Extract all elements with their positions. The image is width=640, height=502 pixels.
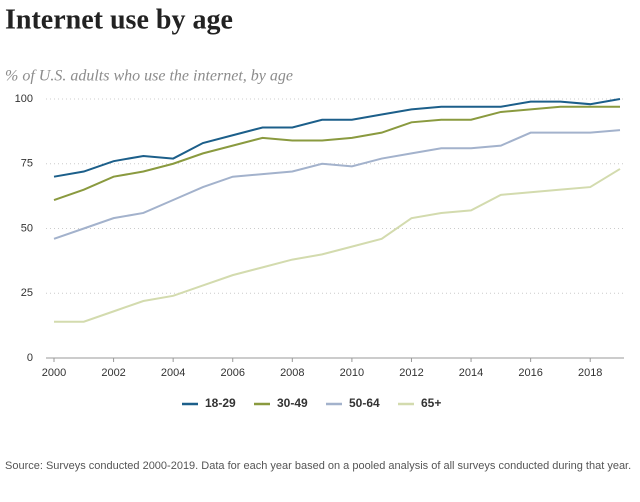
y-tick-label: 100 — [15, 93, 33, 105]
legend-label: 30-49 — [277, 396, 308, 410]
x-tick-label: 2016 — [518, 367, 542, 379]
y-tick-label: 0 — [27, 352, 33, 364]
series-line — [53, 129, 621, 240]
source-note: Source: Surveys conducted 2000-2019. Dat… — [5, 460, 632, 472]
legend-label: 18-29 — [205, 396, 236, 410]
chart: Internet use by age % of U.S. adults who… — [5, 4, 624, 410]
x-tick-label: 2008 — [280, 367, 304, 379]
y-tick-label: 50 — [21, 222, 33, 234]
x-tick-label: 2002 — [101, 367, 125, 379]
legend-label: 65+ — [421, 396, 441, 410]
x-tick-label: 2004 — [161, 367, 185, 379]
series-line — [53, 105, 620, 201]
series-line — [54, 168, 621, 323]
chart-subtitle: % of U.S. adults who use the internet, b… — [5, 68, 293, 85]
x-tick-label: 2000 — [42, 367, 66, 379]
y-tick-label: 25 — [21, 287, 33, 299]
x-tick-label: 2010 — [340, 367, 364, 379]
series-line — [53, 98, 621, 178]
chart-title: Internet use by age — [5, 4, 233, 35]
x-tick-label: 2014 — [459, 367, 483, 379]
y-tick-label: 75 — [21, 158, 33, 170]
x-tick-label: 2012 — [399, 367, 423, 379]
legend-label: 50-64 — [349, 396, 380, 410]
x-tick-label: 2018 — [578, 367, 602, 379]
x-tick-label: 2006 — [220, 367, 244, 379]
